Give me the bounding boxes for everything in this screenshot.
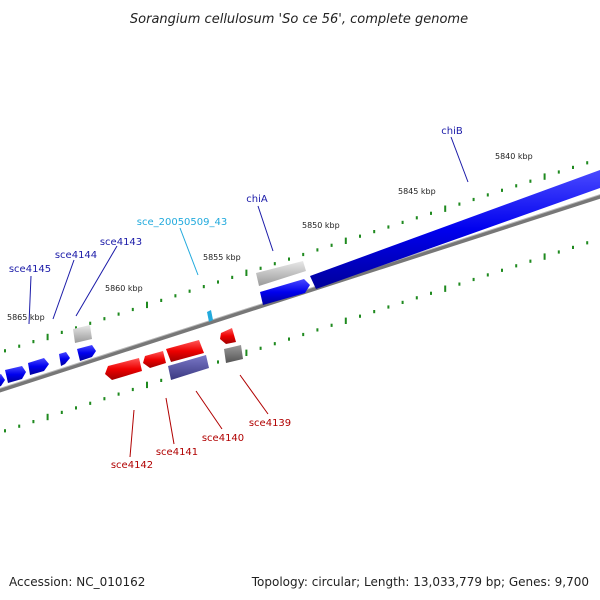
gene-sce4140-purple-block[interactable] (168, 355, 209, 380)
gene-sce4139-arrow[interactable] (220, 328, 236, 344)
gene-chiA-gray-block[interactable] (256, 261, 306, 286)
kbp-label-5845: 5845 kbp (398, 187, 436, 196)
gene-label-sce4142[interactable]: sce4142 (111, 460, 153, 471)
leader-sce-20050509-43 (179, 227, 199, 276)
gene-sce-20050509-43-marker[interactable] (207, 310, 213, 322)
tick-rows (4, 161, 589, 433)
gene-partial-arrow-2[interactable] (0, 374, 5, 388)
gene-sce4144-arrow[interactable] (59, 352, 70, 366)
gene-label-sce4140[interactable]: sce4140 (202, 433, 244, 444)
kbp-label-5860: 5860 kbp (105, 284, 143, 293)
accession-text: Accession: NC_010162 (9, 575, 145, 589)
gene-label-sce4145[interactable]: sce4145 (9, 264, 51, 275)
gene-sce4143-arrow[interactable] (77, 345, 96, 361)
gene-label-sce4144[interactable]: sce4144 (55, 250, 97, 261)
leader-sce4144 (52, 259, 75, 320)
gene-label-chiA[interactable]: chiA (246, 194, 268, 205)
summary-text: Topology: circular; Length: 13,033,779 b… (251, 575, 589, 589)
leader-chiB (450, 136, 469, 183)
kbp-label-5840: 5840 kbp (495, 152, 533, 161)
gene-chiA-arrow[interactable] (260, 279, 310, 305)
map-title: Sorangium cellulosum 'So ce 56', complet… (130, 12, 468, 27)
gene-label-sce-20050509-43[interactable]: sce_20050509_43 (137, 217, 227, 228)
leader-lines (28, 136, 469, 458)
gene-label-sce4139[interactable]: sce4139 (249, 418, 291, 429)
gene-sce4141-arrow[interactable] (143, 351, 166, 368)
kbp-label-5865: 5865 kbp (7, 313, 45, 322)
gene-sce4142-arrow[interactable] (105, 358, 142, 380)
gene-sce4139-gray-block[interactable] (224, 345, 243, 363)
kbp-label-5850: 5850 kbp (302, 221, 340, 230)
gene-sce4140-arrow[interactable] (166, 340, 204, 362)
gene-label-chiB[interactable]: chiB (441, 126, 463, 137)
leader-sce4141 (165, 397, 175, 445)
leader-sce4140 (195, 390, 223, 430)
gene-label-sce4143[interactable]: sce4143 (100, 237, 142, 248)
leader-sce4139 (239, 374, 269, 415)
leader-sce4142 (129, 409, 135, 458)
kbp-label-5855: 5855 kbp (203, 253, 241, 262)
leader-sce4143 (75, 245, 118, 317)
gene-sce4143-gray-block[interactable] (73, 325, 92, 343)
leader-sce4145 (28, 275, 32, 325)
forward-gene-band[interactable] (310, 170, 600, 289)
leader-chiA (257, 205, 274, 252)
gene-partial-arrow-1[interactable] (5, 366, 26, 383)
gene-label-sce4141[interactable]: sce4141 (156, 447, 198, 458)
gene-sce4145-arrow[interactable] (28, 358, 49, 375)
